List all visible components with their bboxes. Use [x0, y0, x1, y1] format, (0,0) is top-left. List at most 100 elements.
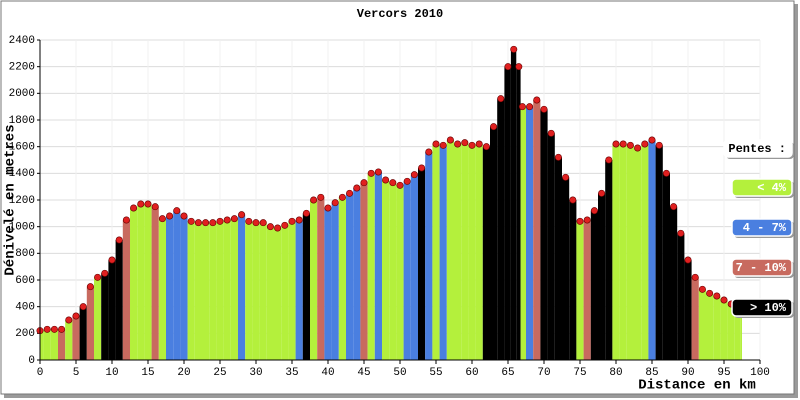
- slope-bar: [72, 316, 80, 360]
- slope-bar: [403, 181, 411, 360]
- y-tick-label: 200: [15, 328, 35, 340]
- profile-point: [634, 144, 642, 152]
- profile-point: [50, 325, 58, 333]
- y-axis-label: Dénivelé en metres: [3, 124, 19, 275]
- profile-point: [173, 207, 181, 215]
- slope-bar: [295, 220, 303, 360]
- slope-bar: [734, 305, 741, 360]
- slope-bar: [65, 320, 73, 360]
- y-tick-label: 2200: [9, 62, 35, 74]
- slope-bar: [252, 222, 260, 360]
- profile-point: [245, 217, 253, 225]
- profile-point: [194, 219, 202, 227]
- slope-bar: [713, 296, 721, 360]
- profile-point: [353, 184, 361, 192]
- slope-bar: [230, 218, 238, 360]
- profile-point: [58, 325, 66, 333]
- profile-point: [576, 217, 584, 225]
- slope-bar: [151, 206, 159, 360]
- profile-point: [331, 199, 339, 207]
- slope-bar: [353, 188, 361, 360]
- x-tick-label: 35: [285, 367, 298, 379]
- profile-point: [425, 148, 433, 156]
- slope-bar: [122, 220, 130, 360]
- slope-bar: [648, 140, 656, 360]
- x-tick-label: 40: [321, 367, 334, 379]
- slope-bar: [317, 197, 325, 360]
- y-tick-label: 2000: [9, 88, 35, 100]
- slope-bar: [475, 144, 483, 360]
- profile-point: [533, 96, 541, 104]
- profile-point: [612, 140, 620, 148]
- profile-point: [569, 196, 577, 204]
- slope-bar: [367, 173, 375, 360]
- profile-point: [180, 212, 188, 220]
- slope-bar: [108, 260, 116, 360]
- slope-bar: [482, 146, 490, 360]
- x-tick-label: 60: [465, 367, 478, 379]
- slope-bar: [40, 330, 44, 360]
- slope-bar: [626, 145, 634, 360]
- profile-point: [43, 325, 51, 333]
- y-tick-label: 1200: [9, 195, 35, 207]
- profile-point: [590, 207, 598, 215]
- x-tick-label: 10: [105, 367, 118, 379]
- profile-point: [338, 193, 346, 201]
- slope-bar: [418, 168, 426, 360]
- y-tick-label: 400: [15, 302, 35, 314]
- y-tick-label: 1400: [9, 168, 35, 180]
- slope-bar: [468, 145, 476, 360]
- y-tick-label: 2400: [9, 35, 35, 47]
- profile-point: [691, 273, 699, 281]
- slope-bar: [101, 273, 109, 360]
- slope-bar: [740, 306, 742, 360]
- profile-point: [144, 200, 152, 208]
- slope-bar: [396, 185, 404, 360]
- slope-bar: [274, 228, 282, 360]
- profile-point: [515, 63, 523, 71]
- profile-point: [266, 223, 274, 231]
- x-tick-label: 80: [609, 367, 622, 379]
- y-tick-label: 600: [15, 275, 35, 287]
- legend-item-label: 7 - 10%: [736, 261, 787, 275]
- slope-bar: [302, 213, 310, 360]
- profile-point: [720, 296, 728, 304]
- profile-point: [115, 236, 123, 244]
- slope-bar: [706, 293, 714, 360]
- x-tick-label: 85: [645, 367, 658, 379]
- slope-bar: [634, 148, 642, 360]
- x-tick-label: 100: [750, 367, 770, 379]
- profile-point: [72, 312, 80, 320]
- slope-bar: [569, 200, 577, 360]
- slope-bar: [540, 109, 548, 360]
- slope-bar: [130, 208, 138, 360]
- profile-point: [510, 45, 518, 53]
- profile-point: [526, 103, 534, 111]
- slope-bar: [533, 100, 541, 360]
- profile-point: [677, 229, 685, 237]
- slope-bar: [245, 221, 253, 360]
- profile-point: [684, 256, 692, 264]
- slope-bar: [598, 193, 606, 360]
- x-tick-label: 0: [37, 367, 44, 379]
- profile-point: [619, 140, 627, 148]
- profile-point: [655, 141, 663, 149]
- profile-point: [626, 141, 634, 149]
- slope-bar: [562, 177, 570, 360]
- slope-bar: [670, 206, 678, 360]
- y-tick-label: 1000: [9, 222, 35, 234]
- profile-point: [461, 139, 469, 147]
- slope-bar: [180, 216, 188, 360]
- profile-point: [482, 143, 490, 151]
- slope-bar: [374, 172, 382, 360]
- slope-bar: [520, 106, 526, 361]
- legend-item-label: 4 - 7%: [743, 221, 787, 235]
- slope-bar: [216, 221, 224, 360]
- slope-bar: [187, 221, 195, 360]
- profile-point: [324, 204, 332, 212]
- slope-bar: [166, 216, 174, 360]
- profile-point: [94, 273, 102, 281]
- slope-bar: [79, 306, 87, 360]
- profile-point: [209, 219, 217, 227]
- slope-bar: [202, 222, 210, 360]
